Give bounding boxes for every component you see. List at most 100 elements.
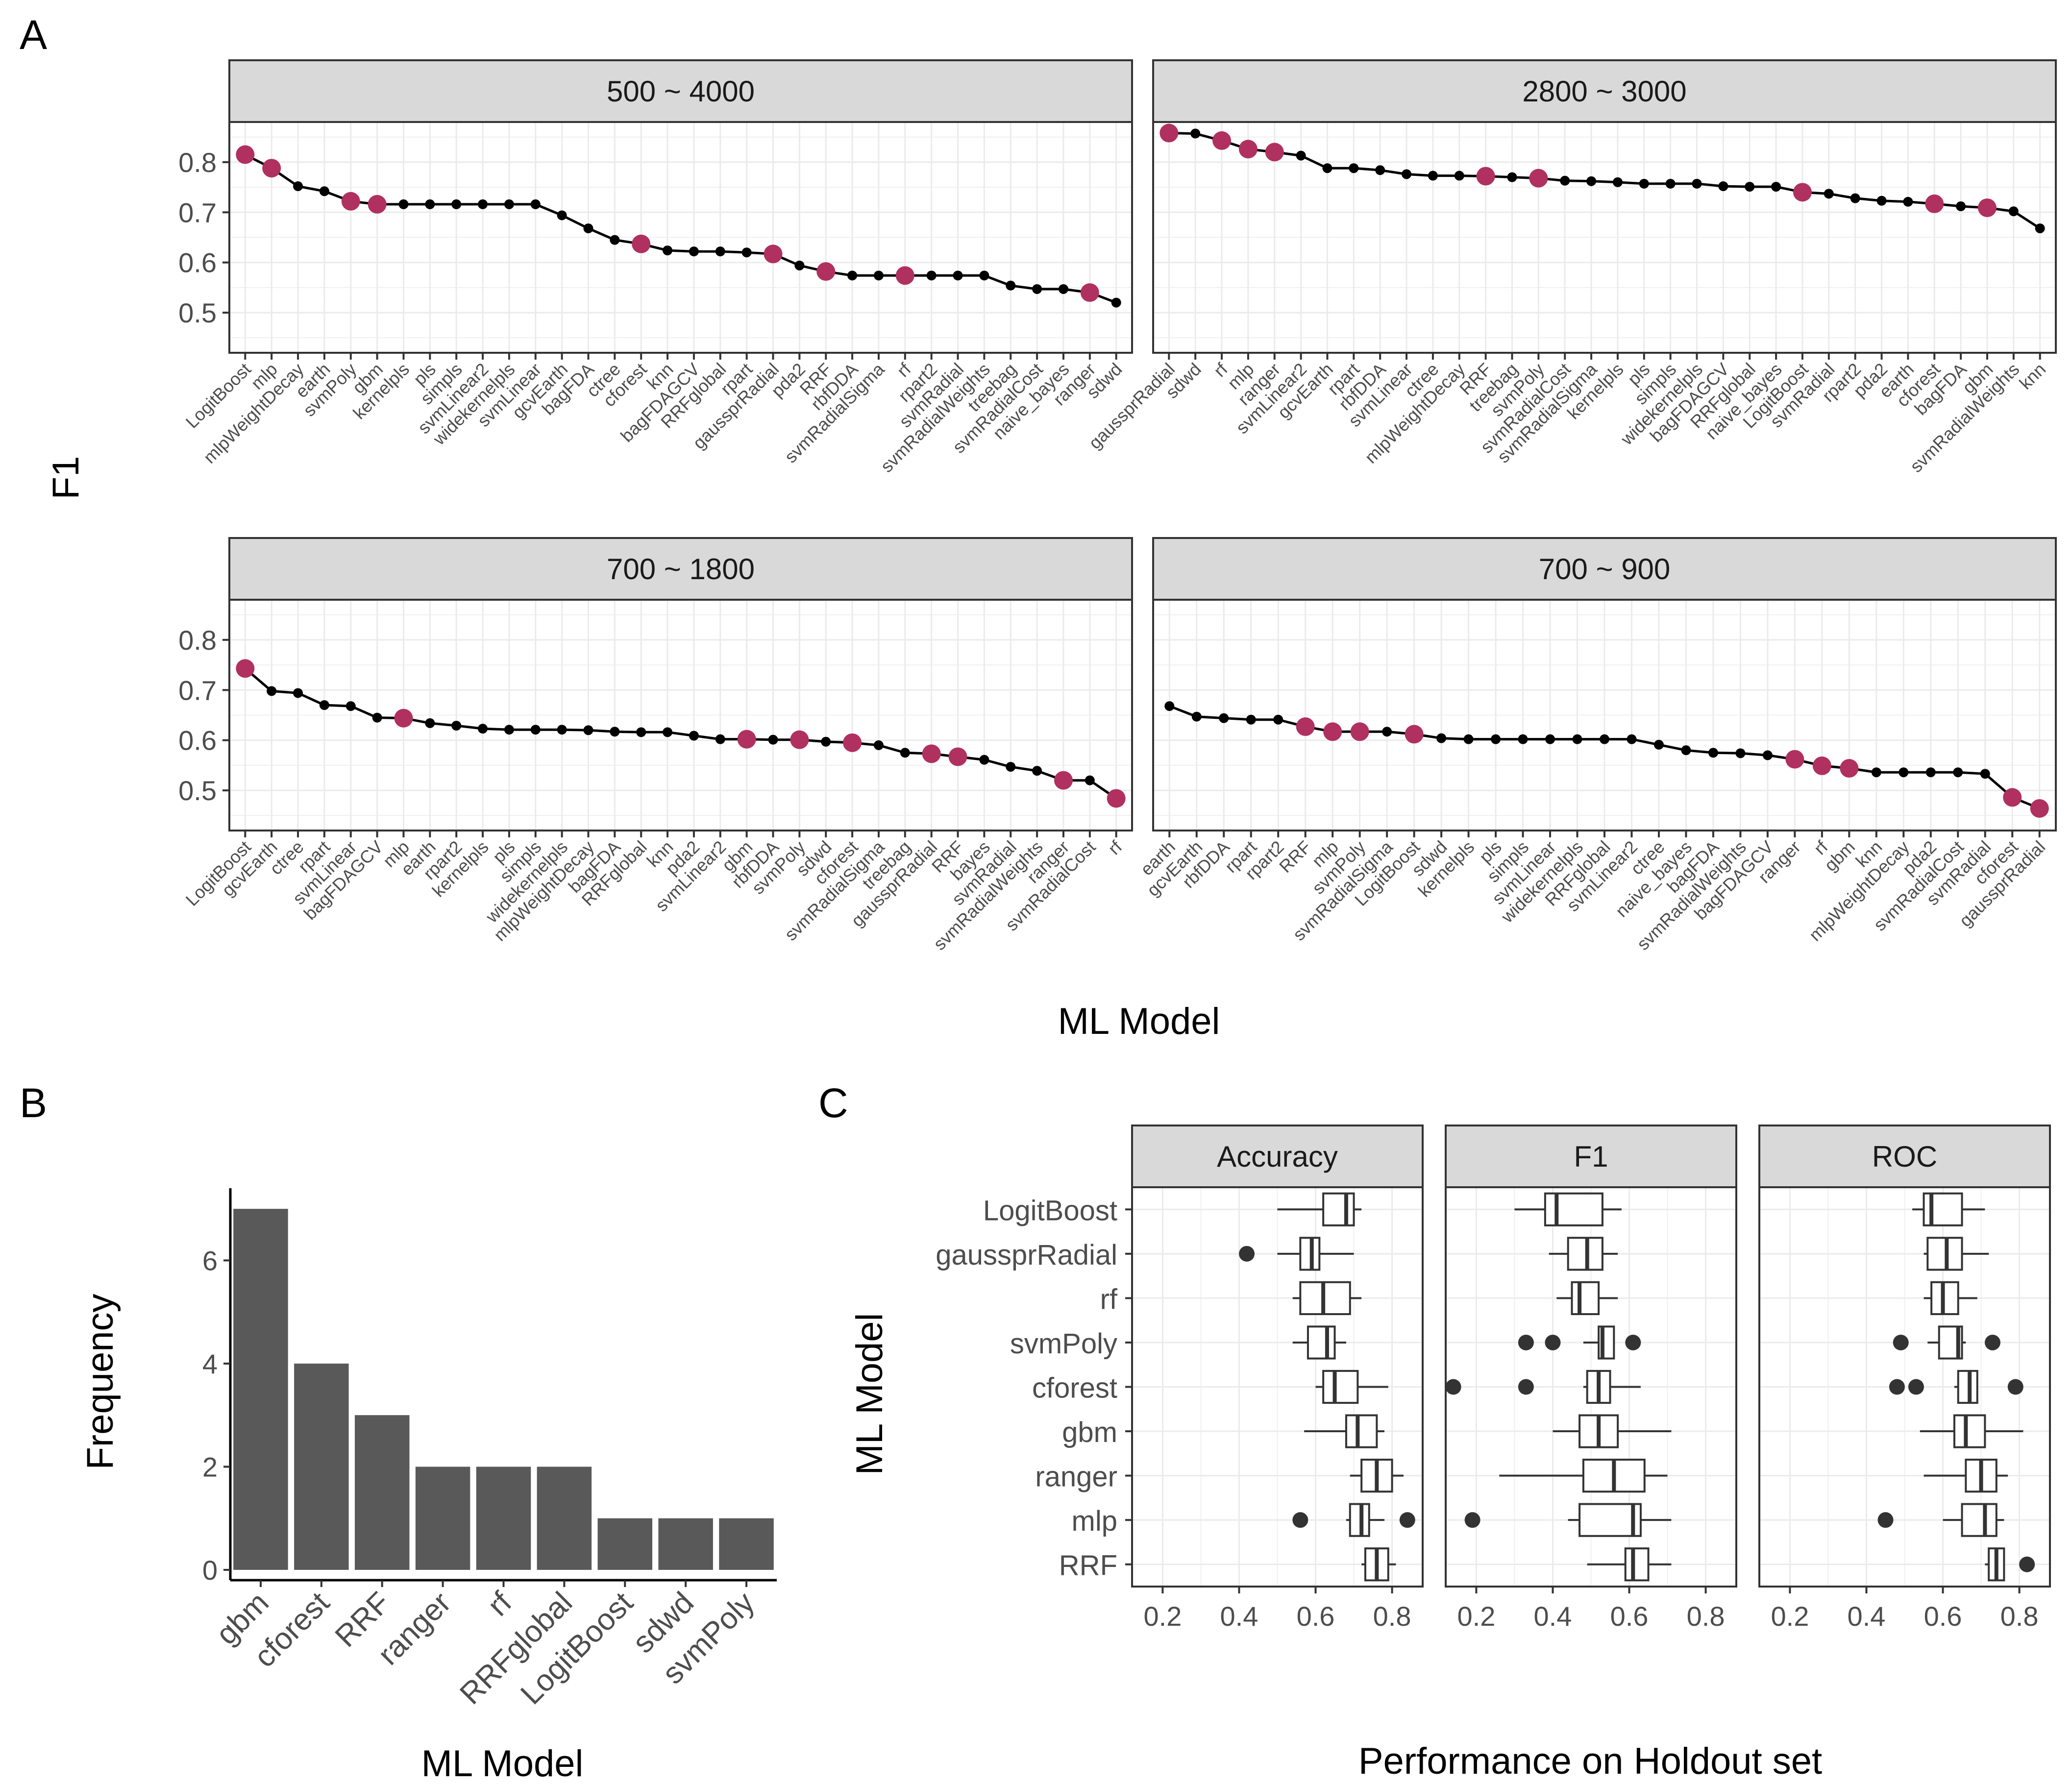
box-iqr xyxy=(1953,1414,1986,1448)
data-point xyxy=(398,199,409,209)
data-point xyxy=(715,734,725,744)
highlighted-point xyxy=(737,730,756,749)
data-point xyxy=(1925,767,1936,778)
outlier-point xyxy=(1545,1334,1561,1350)
series-line xyxy=(245,153,1117,304)
box-ranger xyxy=(1499,1459,1668,1493)
data-point xyxy=(1436,733,1447,743)
outlier-point xyxy=(1239,1246,1255,1262)
highlighted-point xyxy=(632,234,651,253)
bar-rf xyxy=(476,1467,531,1570)
panel-c-y-axis-title: ML Model xyxy=(849,1313,890,1475)
panel-a-x-axis-title: ML Model xyxy=(1058,1001,1220,1042)
highlighted-point xyxy=(2030,799,2049,818)
data-point xyxy=(1653,739,1664,750)
panel-c-box-plots: Accuracy 0.2 0.4 0.6 0.8 LogitBoost gaussprRad… xyxy=(936,1125,2051,1632)
facet-strip xyxy=(1152,537,2057,601)
data-point xyxy=(1518,734,1528,744)
data-point xyxy=(873,270,884,281)
y-tick-label: 0.6 xyxy=(178,247,217,278)
box-LogitBoost xyxy=(1514,1192,1622,1226)
data-point xyxy=(1871,767,1881,778)
highlighted-point xyxy=(1238,140,1258,159)
highlighted-point xyxy=(1476,167,1495,186)
y-tick-label: mlp xyxy=(1072,1505,1117,1537)
highlighted-point xyxy=(1785,750,1804,769)
data-point xyxy=(319,186,329,196)
y-tick-label: 0.5 xyxy=(178,297,217,328)
data-point xyxy=(1850,193,1860,203)
highlighted-point xyxy=(1212,131,1232,150)
panel-c-x-axis-title: Performance on Holdout set xyxy=(1358,1740,1822,1782)
facet-strip xyxy=(228,59,1133,123)
box-iqr xyxy=(1579,1503,1642,1537)
data-point xyxy=(1219,713,1229,723)
data-point xyxy=(1953,767,1963,778)
highlighted-point xyxy=(341,192,360,211)
highlighted-point xyxy=(1350,722,1369,741)
y-tick-label: 0.6 xyxy=(178,725,217,756)
facet-strip xyxy=(228,537,1133,601)
box-RRF xyxy=(1587,1547,1672,1582)
box-facet-1: F1 0.2 0.4 0.6 0.8 xyxy=(1445,1125,1737,1632)
facet-strip-label: 2800 ~ 3000 xyxy=(1522,75,1686,108)
highlighted-point xyxy=(1323,722,1342,741)
highlighted-point xyxy=(1812,756,1831,775)
highlighted-point xyxy=(1107,789,1126,808)
highlighted-point xyxy=(790,730,809,749)
data-point xyxy=(1032,284,1042,294)
x-tick-label: knn xyxy=(2015,359,2049,393)
y-tick-label: 2 xyxy=(202,1451,218,1482)
data-point xyxy=(425,199,435,209)
data-point xyxy=(821,736,831,747)
data-point xyxy=(979,755,989,765)
data-point xyxy=(557,210,567,220)
outlier-point xyxy=(1464,1512,1480,1528)
data-point xyxy=(926,270,937,281)
y-tick-label: LogitBoost xyxy=(983,1195,1117,1226)
data-point xyxy=(1006,280,1016,291)
highlighted-point xyxy=(948,747,967,766)
highlighted-point xyxy=(1296,717,1315,736)
data-point xyxy=(1463,734,1474,744)
dot-facet-3: 700 ~ 900earthgcvEarthrbfDDArpartrpart2R… xyxy=(1136,537,2057,954)
x-tick-label: 0.6 xyxy=(1297,1601,1335,1632)
data-point xyxy=(2035,223,2045,234)
outlier-point xyxy=(1292,1512,1308,1528)
y-tick-label: 0.8 xyxy=(178,147,217,178)
data-point xyxy=(1956,201,1966,212)
box-rf xyxy=(1292,1281,1362,1315)
data-point xyxy=(478,199,488,209)
x-tick-label: 0.6 xyxy=(1610,1601,1649,1632)
y-tick-label: cforest xyxy=(1032,1372,1117,1404)
y-tick-label: 0.7 xyxy=(178,197,217,228)
bar-RRF xyxy=(354,1415,410,1570)
data-point xyxy=(557,725,567,735)
x-tick-label: 0.4 xyxy=(1848,1601,1886,1632)
data-point xyxy=(1560,175,1570,186)
panel-a-dot-plots: 500 ~ 40000.50.60.70.8LogitBoostmlpmlpWe… xyxy=(178,59,2057,954)
bar-svmPoly xyxy=(719,1518,774,1570)
data-point xyxy=(345,701,356,711)
data-point xyxy=(689,731,699,741)
y-tick-label: RRF xyxy=(1059,1550,1117,1582)
data-point xyxy=(425,718,435,728)
data-point xyxy=(1899,767,1909,778)
highlighted-point xyxy=(368,195,387,214)
box-iqr xyxy=(1322,1369,1359,1404)
x-tick-label: 0.4 xyxy=(1220,1601,1258,1632)
highlighted-point xyxy=(1925,194,1944,213)
data-point xyxy=(1718,181,1728,192)
y-tick-label: 0.7 xyxy=(178,675,217,706)
box-svmPoly xyxy=(1893,1325,2000,1360)
highlighted-point xyxy=(1529,169,1548,188)
data-point xyxy=(873,740,884,750)
data-point xyxy=(530,199,541,209)
outlier-point xyxy=(1889,1379,1905,1395)
outlier-point xyxy=(2007,1379,2023,1395)
box-gaussprRadial xyxy=(1239,1237,1354,1271)
x-tick-label: 0.6 xyxy=(1924,1601,1962,1632)
